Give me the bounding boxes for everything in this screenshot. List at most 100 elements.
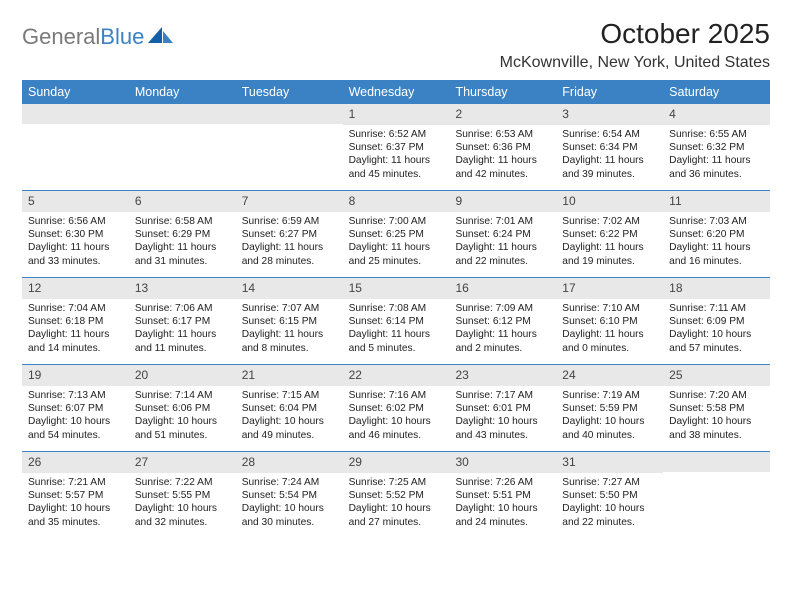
calendar-day-cell: 10Sunrise: 7:02 AMSunset: 6:22 PMDayligh… (556, 191, 663, 277)
calendar-day-cell (22, 104, 129, 190)
daylight-text: Daylight: 11 hours and 45 minutes. (349, 154, 444, 180)
sunrise-text: Sunrise: 7:08 AM (349, 302, 444, 315)
calendar-day-cell: 7Sunrise: 6:59 AMSunset: 6:27 PMDaylight… (236, 191, 343, 277)
weeks-container: 1Sunrise: 6:52 AMSunset: 6:37 PMDaylight… (22, 104, 770, 538)
calendar-day-cell: 31Sunrise: 7:27 AMSunset: 5:50 PMDayligh… (556, 452, 663, 538)
daylight-text: Daylight: 10 hours and 40 minutes. (562, 415, 657, 441)
day-details: Sunrise: 7:09 AMSunset: 6:12 PMDaylight:… (449, 299, 556, 358)
daylight-text: Daylight: 10 hours and 49 minutes. (242, 415, 337, 441)
calendar-day-cell: 25Sunrise: 7:20 AMSunset: 5:58 PMDayligh… (663, 365, 770, 451)
day-number: 7 (236, 191, 343, 212)
logo-sail-icon (148, 24, 174, 50)
day-number (663, 452, 770, 472)
weekday-header: Tuesday (236, 80, 343, 104)
sunset-text: Sunset: 6:27 PM (242, 228, 337, 241)
day-details: Sunrise: 7:13 AMSunset: 6:07 PMDaylight:… (22, 386, 129, 445)
daylight-text: Daylight: 11 hours and 33 minutes. (28, 241, 123, 267)
sunrise-text: Sunrise: 6:55 AM (669, 128, 764, 141)
day-number: 10 (556, 191, 663, 212)
calendar-day-cell: 21Sunrise: 7:15 AMSunset: 6:04 PMDayligh… (236, 365, 343, 451)
calendar-day-cell: 8Sunrise: 7:00 AMSunset: 6:25 PMDaylight… (343, 191, 450, 277)
day-number: 3 (556, 104, 663, 125)
daylight-text: Daylight: 10 hours and 35 minutes. (28, 502, 123, 528)
sunset-text: Sunset: 5:59 PM (562, 402, 657, 415)
calendar-page: GeneralBlue October 2025 McKownville, Ne… (0, 0, 792, 548)
day-number: 15 (343, 278, 450, 299)
day-details: Sunrise: 6:58 AMSunset: 6:29 PMDaylight:… (129, 212, 236, 271)
calendar-day-cell (129, 104, 236, 190)
sunset-text: Sunset: 6:02 PM (349, 402, 444, 415)
sunset-text: Sunset: 5:51 PM (455, 489, 550, 502)
day-details: Sunrise: 7:25 AMSunset: 5:52 PMDaylight:… (343, 473, 450, 532)
calendar-day-cell: 26Sunrise: 7:21 AMSunset: 5:57 PMDayligh… (22, 452, 129, 538)
day-details: Sunrise: 7:21 AMSunset: 5:57 PMDaylight:… (22, 473, 129, 532)
day-number: 27 (129, 452, 236, 473)
daylight-text: Daylight: 10 hours and 43 minutes. (455, 415, 550, 441)
day-details (663, 472, 770, 530)
daylight-text: Daylight: 11 hours and 42 minutes. (455, 154, 550, 180)
day-number: 14 (236, 278, 343, 299)
sunset-text: Sunset: 6:22 PM (562, 228, 657, 241)
daylight-text: Daylight: 11 hours and 22 minutes. (455, 241, 550, 267)
sunset-text: Sunset: 6:24 PM (455, 228, 550, 241)
sunrise-text: Sunrise: 7:06 AM (135, 302, 230, 315)
day-details: Sunrise: 7:22 AMSunset: 5:55 PMDaylight:… (129, 473, 236, 532)
sunset-text: Sunset: 6:14 PM (349, 315, 444, 328)
day-number: 20 (129, 365, 236, 386)
calendar-day-cell: 14Sunrise: 7:07 AMSunset: 6:15 PMDayligh… (236, 278, 343, 364)
sunset-text: Sunset: 6:29 PM (135, 228, 230, 241)
weekday-header: Thursday (449, 80, 556, 104)
calendar-week-row: 12Sunrise: 7:04 AMSunset: 6:18 PMDayligh… (22, 277, 770, 364)
sunset-text: Sunset: 5:52 PM (349, 489, 444, 502)
calendar-week-row: 26Sunrise: 7:21 AMSunset: 5:57 PMDayligh… (22, 451, 770, 538)
location-text: McKownville, New York, United States (500, 54, 770, 72)
title-block: October 2025 McKownville, New York, Unit… (500, 18, 770, 72)
sunset-text: Sunset: 5:57 PM (28, 489, 123, 502)
day-number: 29 (343, 452, 450, 473)
day-details: Sunrise: 6:55 AMSunset: 6:32 PMDaylight:… (663, 125, 770, 184)
day-number (236, 104, 343, 124)
day-number: 16 (449, 278, 556, 299)
logo-text-blue: Blue (100, 24, 144, 50)
sunset-text: Sunset: 6:37 PM (349, 141, 444, 154)
sunrise-text: Sunrise: 6:54 AM (562, 128, 657, 141)
day-details (129, 124, 236, 182)
day-details: Sunrise: 7:17 AMSunset: 6:01 PMDaylight:… (449, 386, 556, 445)
calendar-day-cell: 11Sunrise: 7:03 AMSunset: 6:20 PMDayligh… (663, 191, 770, 277)
calendar-day-cell: 12Sunrise: 7:04 AMSunset: 6:18 PMDayligh… (22, 278, 129, 364)
sunrise-text: Sunrise: 7:07 AM (242, 302, 337, 315)
daylight-text: Daylight: 11 hours and 19 minutes. (562, 241, 657, 267)
day-details: Sunrise: 6:52 AMSunset: 6:37 PMDaylight:… (343, 125, 450, 184)
day-number: 26 (22, 452, 129, 473)
calendar-week-row: 1Sunrise: 6:52 AMSunset: 6:37 PMDaylight… (22, 104, 770, 190)
daylight-text: Daylight: 11 hours and 28 minutes. (242, 241, 337, 267)
calendar-day-cell: 22Sunrise: 7:16 AMSunset: 6:02 PMDayligh… (343, 365, 450, 451)
sunset-text: Sunset: 5:58 PM (669, 402, 764, 415)
sunset-text: Sunset: 6:06 PM (135, 402, 230, 415)
day-number: 13 (129, 278, 236, 299)
sunrise-text: Sunrise: 6:53 AM (455, 128, 550, 141)
calendar-day-cell: 15Sunrise: 7:08 AMSunset: 6:14 PMDayligh… (343, 278, 450, 364)
calendar-week-row: 5Sunrise: 6:56 AMSunset: 6:30 PMDaylight… (22, 190, 770, 277)
day-number: 2 (449, 104, 556, 125)
day-number: 17 (556, 278, 663, 299)
day-details: Sunrise: 6:54 AMSunset: 6:34 PMDaylight:… (556, 125, 663, 184)
calendar-day-cell: 16Sunrise: 7:09 AMSunset: 6:12 PMDayligh… (449, 278, 556, 364)
day-number: 22 (343, 365, 450, 386)
day-number: 31 (556, 452, 663, 473)
sunset-text: Sunset: 6:15 PM (242, 315, 337, 328)
calendar-day-cell: 27Sunrise: 7:22 AMSunset: 5:55 PMDayligh… (129, 452, 236, 538)
day-details: Sunrise: 7:01 AMSunset: 6:24 PMDaylight:… (449, 212, 556, 271)
day-number (129, 104, 236, 124)
day-details: Sunrise: 7:11 AMSunset: 6:09 PMDaylight:… (663, 299, 770, 358)
calendar-grid: Sunday Monday Tuesday Wednesday Thursday… (22, 80, 770, 538)
day-details: Sunrise: 6:59 AMSunset: 6:27 PMDaylight:… (236, 212, 343, 271)
daylight-text: Daylight: 10 hours and 27 minutes. (349, 502, 444, 528)
day-details (236, 124, 343, 182)
sunrise-text: Sunrise: 7:09 AM (455, 302, 550, 315)
daylight-text: Daylight: 11 hours and 36 minutes. (669, 154, 764, 180)
day-number: 19 (22, 365, 129, 386)
day-number: 28 (236, 452, 343, 473)
day-number: 8 (343, 191, 450, 212)
logo-text-gray: General (22, 24, 100, 50)
